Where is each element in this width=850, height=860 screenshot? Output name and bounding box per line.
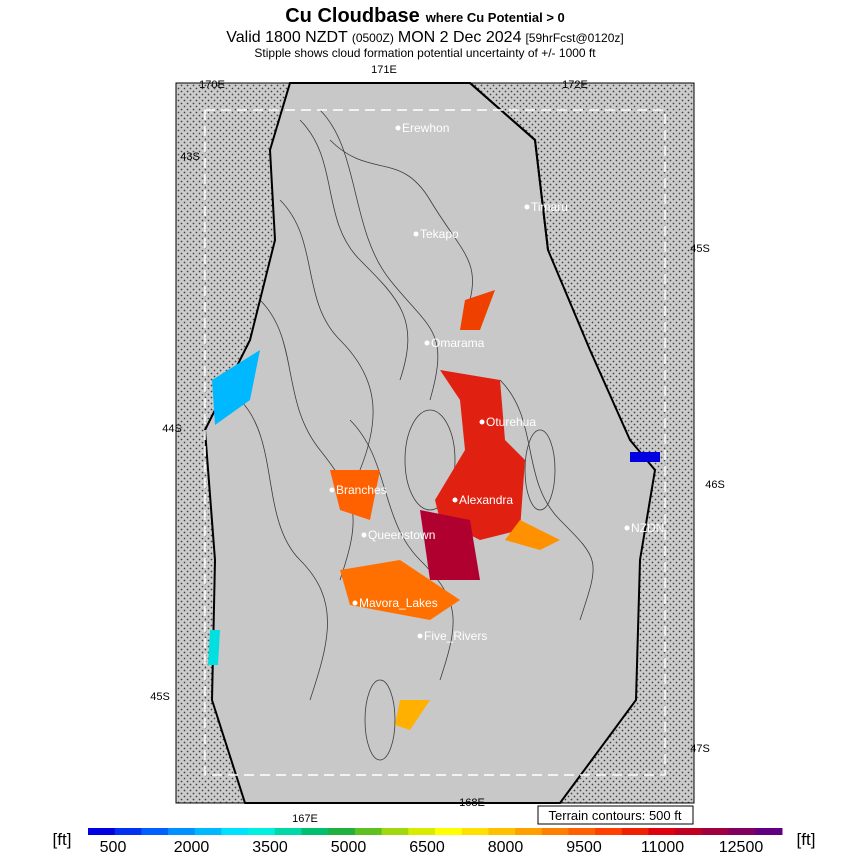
grid-label: 171E [371,64,397,76]
colorbar-tick: 8000 [488,839,524,856]
place-label: Branches [336,483,387,497]
grid-label: 44S [162,423,182,435]
colorbar-tick: 11000 [641,839,684,856]
colorbar-tick: 12500 [719,839,764,856]
place-label: Omarama [431,336,485,350]
grid-label: 168E [459,797,485,809]
colorbar-swatch [701,828,730,835]
colorbar-swatch [274,828,303,835]
place-dot [524,204,530,210]
colorbar-swatch [621,828,650,835]
colorbar-swatch [381,828,409,835]
colorbar-swatch [141,828,169,835]
colorbar-swatch [488,828,516,835]
colorbar-tick: 9500 [566,839,602,856]
place-label: Mavora_Lakes [359,596,438,610]
place-dot [424,340,430,346]
colorbar-tick: 5000 [331,839,367,856]
grid-label: 170E [199,79,225,91]
map [175,82,695,804]
title: Cu Cloudbase where Cu Potential > 0 [285,5,565,27]
colorbar-swatch [568,828,596,835]
place-dot [417,633,423,639]
colorbar: 500 2000 3500 5000 6500 8000 9500 11000 12500 [88,828,783,856]
place-dot [479,419,485,425]
colorbar-swatch [168,828,196,835]
colorbar-swatch [221,828,249,835]
grid-label: 167E [292,813,318,825]
colorbar-swatch [675,828,703,835]
colorbar-swatch [595,828,623,835]
colorbar-tick: 3500 [252,839,288,856]
colorbar-swatch [408,828,436,835]
grid-label: 172E [562,79,588,91]
place-dot [361,532,367,538]
subtitle: Stipple shows cloud formation potential … [254,46,596,60]
place-dot [413,231,419,237]
valid-line: Valid 1800 NZDT (0500Z) MON 2 Dec 2024 [59h… [226,29,623,46]
cloudbase-cells [208,290,660,730]
grid-label: 46S [705,479,725,491]
colorbar-swatch [328,828,356,835]
place-dot [352,600,358,606]
place-label: Five_Rivers [424,629,487,643]
place-dot [329,487,335,493]
terrain-contours [239,109,594,761]
place-label: Erewhon [402,121,449,135]
colorbar-swatch [194,828,222,835]
grid-label: 45S [690,243,710,255]
colorbar-swatch [301,828,329,835]
place-dot [395,125,401,131]
colorbar-swatch [248,828,276,835]
colorbar-swatch [354,828,383,835]
place-dot [624,525,630,531]
grid-label: 47S [690,743,710,755]
grid-label: 45S [150,691,170,703]
colorbar-swatch [461,828,489,835]
colorbar-swatch [88,828,116,835]
colorbar-tick: 2000 [174,839,210,856]
colorbar-swatch [755,828,783,835]
place-label: Alexandra [459,493,513,507]
place-label: NZDN [631,521,664,535]
colorbar-tick: 500 [100,839,127,856]
colorbar-swatch [515,828,543,835]
place-label: Queenstown [368,528,435,542]
colorbar-swatch [541,828,569,835]
terrain-note: Terrain contours: 500 ft [549,808,682,823]
grid-label: 43S [180,151,200,163]
place-label: Oturehua [486,415,536,429]
place-label: Tekapo [420,227,459,241]
unit-left: [ft] [53,830,72,849]
place-dot [452,497,458,503]
colorbar-swatch [435,828,463,835]
unit-right: [ft] [797,830,816,849]
colorbar-swatch [728,828,756,835]
place-label: Timaru [531,200,568,214]
colorbar-swatch [648,828,676,835]
colorbar-swatch [114,828,142,835]
colorbar-tick: 6500 [409,839,445,856]
